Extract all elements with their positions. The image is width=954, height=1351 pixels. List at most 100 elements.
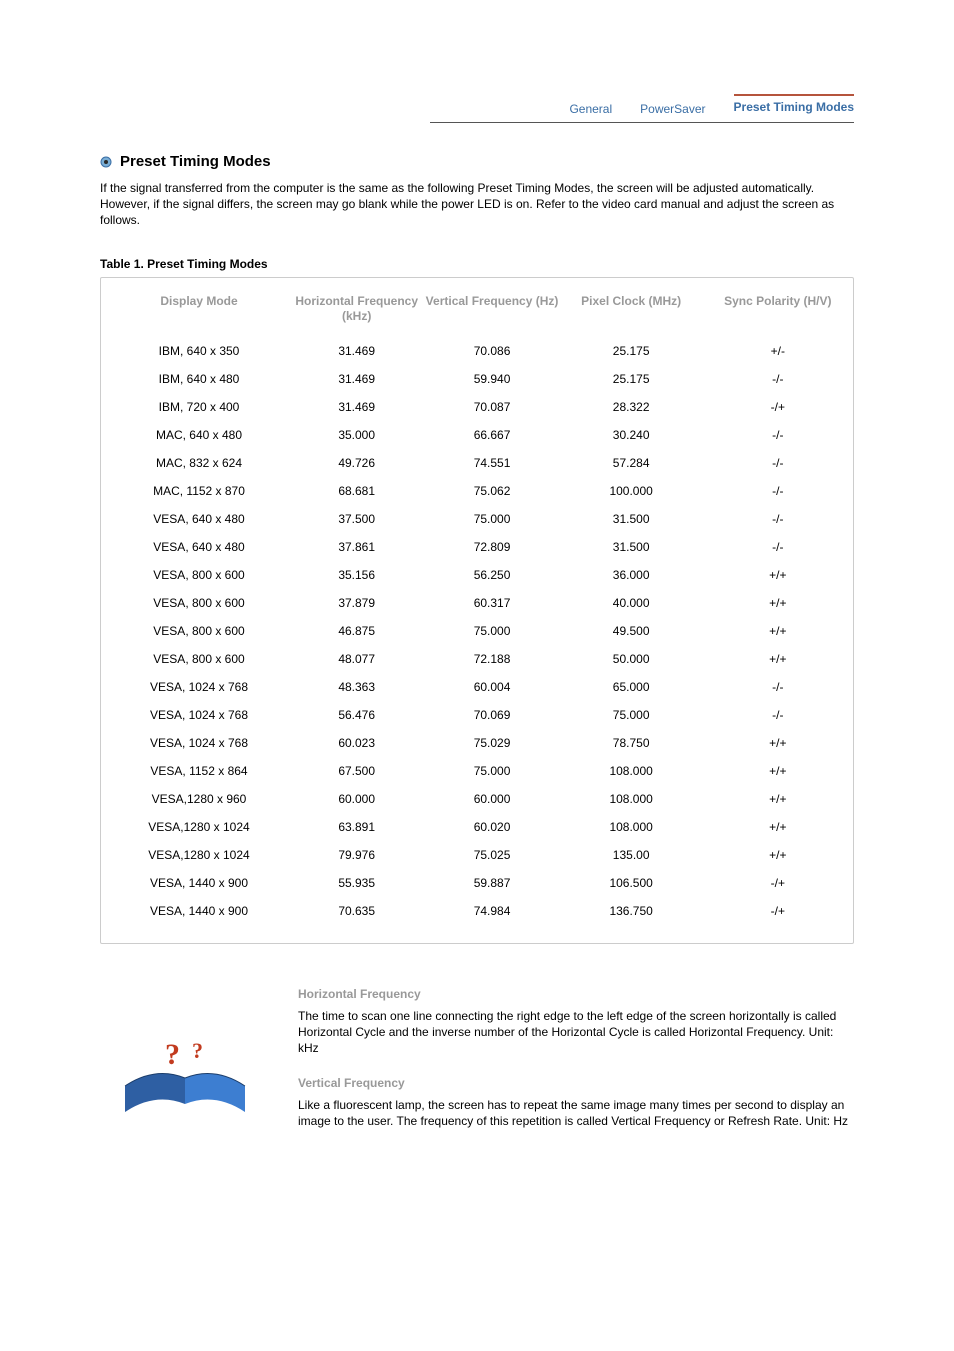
table-cell: 35.000: [289, 428, 424, 442]
table-cell: 59.940: [424, 372, 559, 386]
table-cell: 40.000: [560, 596, 703, 610]
table-cell: 57.284: [560, 456, 703, 470]
table-cell: VESA, 800 x 600: [101, 652, 289, 666]
table-row: VESA, 1152 x 86467.50075.000108.000+/+: [101, 757, 853, 785]
table-cell: -/+: [703, 904, 853, 918]
table-cell: 75.000: [560, 708, 703, 722]
section-title: Preset Timing Modes: [120, 153, 271, 170]
table-cell: 100.000: [560, 484, 703, 498]
table-row: IBM, 640 x 48031.46959.94025.175-/-: [101, 365, 853, 393]
table-cell: 35.156: [289, 568, 424, 582]
tab-general[interactable]: General: [569, 100, 612, 118]
table-cell: VESA,1280 x 1024: [101, 848, 289, 862]
table-cell: +/+: [703, 848, 853, 862]
table-cell: 106.500: [560, 876, 703, 890]
table-cell: +/+: [703, 792, 853, 806]
section-header: Preset Timing Modes: [100, 153, 854, 170]
col-header-display-mode: Display Mode: [101, 294, 289, 325]
table-cell: 72.188: [424, 652, 559, 666]
table-cell: 70.087: [424, 400, 559, 414]
table-row: VESA, 640 x 48037.86172.80931.500-/-: [101, 533, 853, 561]
table-cell: 48.077: [289, 652, 424, 666]
table-row: MAC, 640 x 48035.00066.66730.240-/-: [101, 421, 853, 449]
table-cell: 108.000: [560, 792, 703, 806]
table-row: VESA, 1440 x 90055.93559.887106.500-/+: [101, 869, 853, 897]
table-cell: 60.020: [424, 820, 559, 834]
table-cell: 60.004: [424, 680, 559, 694]
tab-powersaver[interactable]: PowerSaver: [640, 100, 705, 118]
table-row: IBM, 720 x 40031.46970.08728.322-/+: [101, 393, 853, 421]
horizontal-freq-title: Horizontal Frequency: [298, 986, 854, 1002]
table-cell: VESA, 1440 x 900: [101, 876, 289, 890]
table-cell: +/+: [703, 764, 853, 778]
vertical-freq-title: Vertical Frequency: [298, 1075, 854, 1091]
bullet-icon: [100, 156, 112, 168]
table-cell: VESA, 1152 x 864: [101, 764, 289, 778]
horizontal-freq-text: The time to scan one line connecting the…: [298, 1008, 854, 1057]
table-row: VESA, 1024 x 76860.02375.02978.750+/+: [101, 729, 853, 757]
svg-text:?: ?: [192, 1038, 203, 1063]
table-cell: 72.809: [424, 540, 559, 554]
table-cell: IBM, 640 x 480: [101, 372, 289, 386]
definitions-section: ? ? Horizontal Frequency The time to sca…: [100, 986, 854, 1147]
table-cell: VESA,1280 x 1024: [101, 820, 289, 834]
table-cell: 78.750: [560, 736, 703, 750]
table-cell: 70.635: [289, 904, 424, 918]
table-cell: 70.069: [424, 708, 559, 722]
table-cell: 37.861: [289, 540, 424, 554]
col-header-clock: Pixel Clock (MHz): [560, 294, 703, 325]
table-cell: 60.023: [289, 736, 424, 750]
table-cell: -/-: [703, 456, 853, 470]
table-cell: 63.891: [289, 820, 424, 834]
table-cell: MAC, 1152 x 870: [101, 484, 289, 498]
table-cell: 135.00: [560, 848, 703, 862]
table-row: VESA, 800 x 60037.87960.31740.000+/+: [101, 589, 853, 617]
table-row: VESA,1280 x 102463.89160.020108.000+/+: [101, 813, 853, 841]
book-question-icon: ? ?: [100, 986, 270, 1147]
table-cell: 136.750: [560, 904, 703, 918]
table-cell: VESA, 800 x 600: [101, 596, 289, 610]
table-cell: VESA, 640 x 480: [101, 512, 289, 526]
table-cell: -/-: [703, 708, 853, 722]
table-row: VESA, 640 x 48037.50075.00031.500-/-: [101, 505, 853, 533]
table-cell: IBM, 720 x 400: [101, 400, 289, 414]
table-cell: +/+: [703, 652, 853, 666]
table-cell: 37.879: [289, 596, 424, 610]
table-cell: VESA, 1440 x 900: [101, 904, 289, 918]
table-cell: MAC, 832 x 624: [101, 456, 289, 470]
svg-text:?: ?: [165, 1038, 180, 1071]
table-cell: 60.000: [289, 792, 424, 806]
table-cell: 75.000: [424, 512, 559, 526]
table-cell: 36.000: [560, 568, 703, 582]
table-cell: -/-: [703, 512, 853, 526]
col-header-sync: Sync Polarity (H/V): [703, 294, 853, 325]
table-cell: 60.000: [424, 792, 559, 806]
table-row: MAC, 832 x 62449.72674.55157.284-/-: [101, 449, 853, 477]
table-cell: -/-: [703, 428, 853, 442]
table-cell: 74.984: [424, 904, 559, 918]
table-cell: -/-: [703, 540, 853, 554]
timing-table: Display Mode Horizontal Frequency (kHz) …: [100, 277, 854, 944]
table-body: IBM, 640 x 35031.46970.08625.175+/-IBM, …: [101, 337, 853, 925]
table-cell: 31.500: [560, 512, 703, 526]
table-cell: IBM, 640 x 350: [101, 344, 289, 358]
table-row: VESA, 800 x 60048.07772.18850.000+/+: [101, 645, 853, 673]
table-cell: 31.469: [289, 372, 424, 386]
table-cell: +/+: [703, 596, 853, 610]
table-cell: VESA, 800 x 600: [101, 624, 289, 638]
table-cell: 67.500: [289, 764, 424, 778]
table-cell: 56.476: [289, 708, 424, 722]
table-row: MAC, 1152 x 87068.68175.062100.000-/-: [101, 477, 853, 505]
table-cell: 108.000: [560, 764, 703, 778]
table-cell: 60.317: [424, 596, 559, 610]
table-row: VESA,1280 x 102479.97675.025135.00+/+: [101, 841, 853, 869]
table-cell: MAC, 640 x 480: [101, 428, 289, 442]
tab-preset-timing-modes[interactable]: Preset Timing Modes: [734, 94, 854, 118]
table-cell: +/+: [703, 820, 853, 834]
table-row: VESA, 1440 x 90070.63574.984136.750-/+: [101, 897, 853, 925]
table-cell: 75.025: [424, 848, 559, 862]
table-row: VESA, 800 x 60035.15656.25036.000+/+: [101, 561, 853, 589]
table-row: VESA, 1024 x 76856.47670.06975.000-/-: [101, 701, 853, 729]
col-header-vfreq: Vertical Frequency (Hz): [424, 294, 559, 325]
tab-bar: General PowerSaver Preset Timing Modes: [430, 100, 854, 123]
